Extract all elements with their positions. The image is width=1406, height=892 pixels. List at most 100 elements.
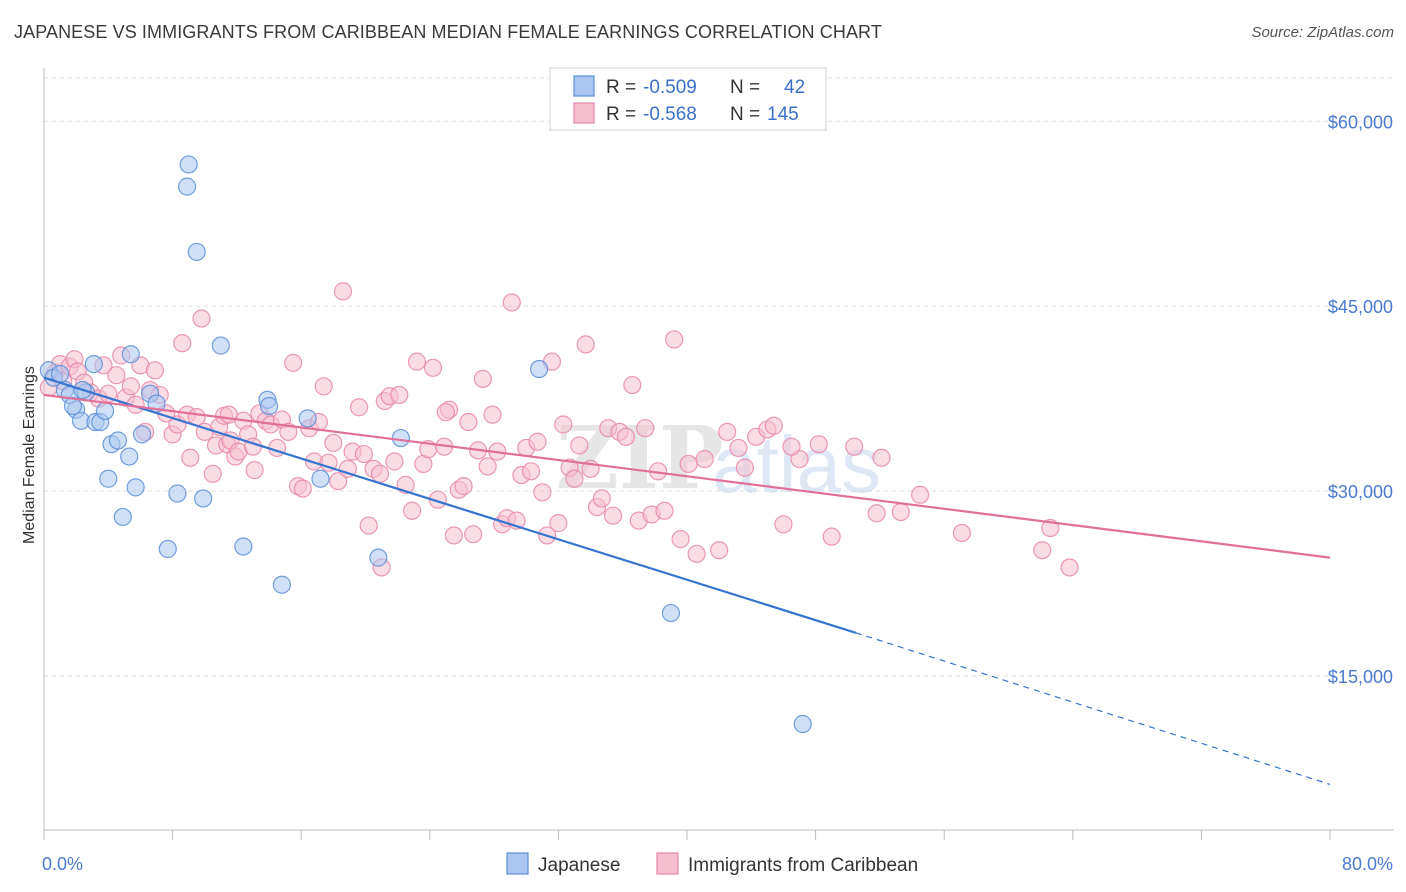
legend-box: R = -0.509 N = 42 R = -0.568 N = 145 [549,67,827,131]
caribbean-point-131 [774,515,793,534]
japanese-point-25 [177,177,197,196]
trend-lines [43,376,1331,785]
japanese-point-36 [391,428,410,448]
japanese-point-38 [661,603,681,623]
japanese-point-35 [369,548,388,567]
caribbean-point-87 [483,405,502,424]
caribbean-point-123 [695,449,714,469]
trend-line-japanese [43,376,857,634]
caribbean-point-120 [671,530,690,549]
caribbean-point-136 [867,504,886,523]
caribbean-point-57 [329,472,348,491]
caribbean-point-31 [203,464,222,483]
trend-line-caribbean [43,393,1331,559]
caribbean-point-50 [293,479,312,498]
caribbean-point-15 [121,377,140,396]
caribbean-point-130 [764,416,783,435]
japanese-point-11 [95,401,115,421]
source-label: Source: ZipAtlas.com [1251,24,1394,41]
caribbean-point-103 [565,469,584,488]
japanese-point-8 [84,355,103,374]
japanese-point-16 [120,447,139,466]
caribbean-point-56 [324,433,343,453]
caribbean-point-97 [533,483,552,502]
caribbean-point-127 [735,458,754,477]
caribbean-point-61 [349,398,369,417]
caribbean-point-79 [444,526,464,545]
japanese-point-37 [530,359,549,379]
bottom-legend-swatch-japanese [506,852,529,875]
bottom-legend-label-japanese: Japanese [538,855,620,876]
japanese-point-34 [311,469,330,488]
legend-n-label-caribbean: N = [730,104,760,125]
series-caribbean-points [39,282,1079,577]
caribbean-point-105 [576,335,595,354]
caribbean-point-83 [464,525,483,544]
caribbean-point-113 [623,375,642,395]
bottom-legend-label-caribbean: Immigrants from Caribbean [688,855,918,876]
caribbean-point-100 [549,514,568,533]
legend-r-value-japanese: -0.509 [643,77,697,98]
caribbean-point-29 [192,309,211,328]
legend-n-label-japanese: N = [730,77,760,98]
y-tick-label-1: $30,000 [1328,482,1393,502]
trend-line-japanese-extension [855,632,1331,785]
caribbean-point-124 [710,541,729,560]
caribbean-point-59 [338,459,357,478]
caribbean-point-139 [910,485,930,504]
caribbean-point-63 [359,516,378,535]
japanese-point-39 [793,714,812,734]
caribbean-point-108 [592,489,611,508]
japanese-point-26 [187,242,206,262]
caribbean-point-48 [284,353,303,372]
caribbean-point-54 [314,377,333,396]
legend-r-label-caribbean: R = [606,104,636,125]
bottom-legend-swatch-caribbean [656,852,679,875]
caribbean-point-62 [354,444,373,464]
caribbean-point-75 [423,358,443,377]
caribbean-point-47 [279,422,298,441]
legend-n-value-japanese: 42 [784,77,805,98]
japanese-point-14 [108,431,128,450]
caribbean-point-86 [478,457,497,476]
axes [43,68,1394,840]
caribbean-point-72 [407,352,427,371]
legend-r-label-japanese: R = [606,77,636,98]
caribbean-point-125 [718,422,737,441]
japanese-point-19 [132,425,152,444]
legend-r-value-caribbean: -0.568 [643,104,697,125]
caribbean-point-118 [655,501,674,520]
caribbean-point-58 [333,282,353,301]
caribbean-point-85 [473,369,492,388]
caribbean-point-133 [809,435,828,454]
caribbean-point-112 [616,427,636,446]
japanese-point-15 [113,507,132,527]
caribbean-point-143 [1060,558,1079,577]
caribbean-point-104 [570,436,589,455]
caribbean-point-126 [729,438,748,458]
caribbean-point-140 [952,523,971,543]
caribbean-point-148 [219,405,238,424]
japanese-point-29 [234,537,253,556]
caribbean-point-122 [687,544,706,564]
japanese-point-23 [168,484,187,503]
caribbean-point-115 [636,419,655,438]
caribbean-point-121 [679,454,698,474]
legend-n-value-caribbean: 145 [767,104,799,125]
caribbean-point-71 [403,501,422,520]
caribbean-point-137 [872,448,891,467]
japanese-point-17 [121,345,140,364]
japanese-point-31 [259,396,279,416]
japanese-point-12 [99,469,118,488]
caribbean-point-27 [181,448,200,467]
y-tick-label-0: $15,000 [1328,667,1393,687]
caribbean-point-69 [390,385,409,405]
caribbean-point-25 [173,334,192,353]
caribbean-point-95 [521,462,541,481]
japanese-point-27 [194,489,213,508]
japanese-point-18 [126,478,145,497]
caribbean-point-135 [845,437,864,456]
caribbean-point-119 [665,330,684,349]
caribbean-point-146 [782,437,801,456]
